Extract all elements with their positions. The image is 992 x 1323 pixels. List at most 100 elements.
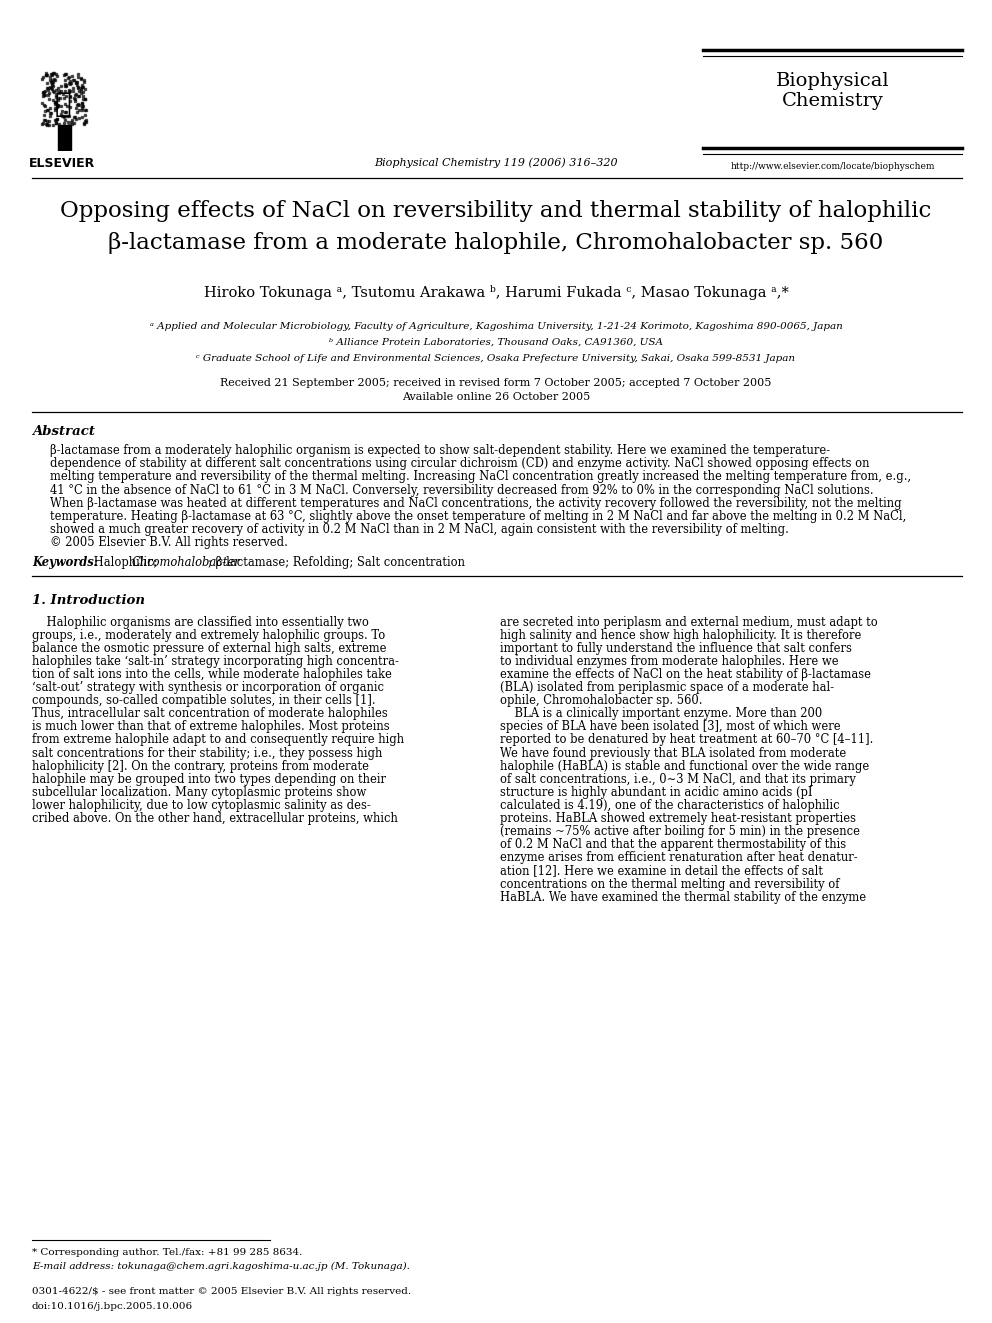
Point [40,65,56,86]
Point [41,114,57,135]
Point [53,95,68,116]
Point [61,67,76,89]
Point [68,108,84,130]
Point [66,85,82,106]
Point [70,64,86,85]
Point [76,69,92,90]
Text: reported to be denatured by heat treatment at 60–70 °C [4–11].: reported to be denatured by heat treatme… [500,733,873,746]
Text: © 2005 Elsevier B.V. All rights reserved.: © 2005 Elsevier B.V. All rights reserved… [50,536,288,549]
Text: cribed above. On the other hand, extracellular proteins, which: cribed above. On the other hand, extrace… [32,812,398,826]
Point [68,74,84,95]
Point [65,87,81,108]
Text: important to fully understand the influence that salt confers: important to fully understand the influe… [500,642,852,655]
Point [73,67,89,89]
Text: structure is highly abundant in acidic amino acids (pI: structure is highly abundant in acidic a… [500,786,812,799]
Text: HaBLA. We have examined the thermal stability of the enzyme: HaBLA. We have examined the thermal stab… [500,890,866,904]
Point [43,78,59,99]
Text: Abstract: Abstract [32,425,95,438]
Point [47,82,62,103]
Point [44,64,60,85]
Point [74,93,90,114]
Point [62,86,78,107]
Text: Keywords:: Keywords: [32,556,98,569]
Point [55,83,70,105]
Point [45,81,61,102]
Point [70,93,86,114]
Point [50,87,65,108]
Point [36,85,52,106]
Point [47,110,62,131]
Point [58,75,73,97]
Point [68,83,84,105]
Text: species of BLA have been isolated [3], most of which were: species of BLA have been isolated [3], m… [500,721,840,733]
Text: We have found previously that BLA isolated from moderate: We have found previously that BLA isolat… [500,746,846,759]
Point [37,85,53,106]
Point [72,82,88,103]
Point [49,64,64,85]
Point [70,85,86,106]
Point [68,73,84,94]
Point [54,81,69,102]
Point [51,81,66,102]
Point [63,65,79,86]
Point [68,94,84,115]
Point [62,81,77,102]
Point [36,82,52,103]
Point [56,106,71,127]
Text: enzyme arises from efficient renaturation after heat denatur-: enzyme arises from efficient renaturatio… [500,852,858,864]
Point [73,75,89,97]
Point [39,78,55,99]
Point [47,94,62,115]
Text: Biophysical Chemistry 119 (2006) 316–320: Biophysical Chemistry 119 (2006) 316–320 [374,157,618,168]
Text: Halophilic organisms are classified into essentially two: Halophilic organisms are classified into… [32,615,369,628]
Text: Halophilic;: Halophilic; [90,556,161,569]
Text: halophile (HaBLA) is stable and functional over the wide range: halophile (HaBLA) is stable and function… [500,759,869,773]
Point [76,112,92,134]
Point [40,85,56,106]
Point [57,106,72,127]
Point [57,110,72,131]
Point [62,86,78,107]
Point [62,73,78,94]
Point [75,85,91,106]
Point [35,114,51,135]
Point [39,114,55,135]
Point [64,110,80,131]
Text: balance the osmotic pressure of external high salts, extreme: balance the osmotic pressure of external… [32,642,387,655]
Point [76,71,92,93]
Point [78,111,94,132]
Point [74,91,90,112]
Point [68,71,84,93]
Point [76,110,92,131]
Point [59,102,74,123]
Point [57,94,72,115]
Text: tion of salt ions into the cells, while moderate halophiles take: tion of salt ions into the cells, while … [32,668,392,681]
Point [45,71,61,93]
Point [75,114,91,135]
Point [46,62,62,83]
Point [42,66,58,87]
Point [61,111,76,132]
Point [71,94,87,115]
Text: Hiroko Tokunaga ᵃ, Tsutomu Arakawa ᵇ, Harumi Fukada ᶜ, Masao Tokunaga ᵃ,*: Hiroko Tokunaga ᵃ, Tsutomu Arakawa ᵇ, Ha… [203,284,789,300]
Point [38,65,54,86]
Point [35,112,51,134]
Text: ᵃ Applied and Molecular Microbiology, Faculty of Agriculture, Kagoshima Universi: ᵃ Applied and Molecular Microbiology, Fa… [150,321,842,331]
Point [44,78,60,99]
Point [73,78,89,99]
Point [52,82,67,103]
Text: to individual enzymes from moderate halophiles. Here we: to individual enzymes from moderate halo… [500,655,838,668]
Point [65,106,81,127]
Text: Chemistry: Chemistry [782,93,884,110]
Point [44,74,60,95]
Point [48,91,63,112]
Point [55,101,70,122]
Point [39,110,55,131]
Point [52,114,67,135]
Point [36,105,52,126]
Text: of 0.2 M NaCl and that the apparent thermostability of this: of 0.2 M NaCl and that the apparent ther… [500,839,846,851]
Point [77,110,93,131]
Point [64,81,80,102]
Text: halophilicity [2]. On the contrary, proteins from moderate: halophilicity [2]. On the contrary, prot… [32,759,369,773]
Point [36,95,52,116]
